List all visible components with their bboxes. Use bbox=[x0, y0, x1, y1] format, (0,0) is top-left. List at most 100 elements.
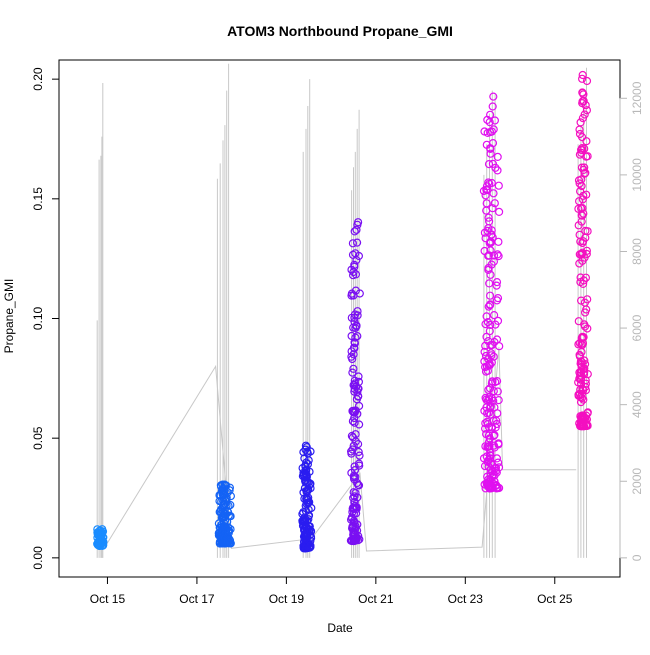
data-point bbox=[574, 204, 583, 213]
data-point bbox=[582, 249, 591, 259]
data-point bbox=[225, 486, 234, 495]
y-left-tick-label: 0.20 bbox=[31, 67, 45, 91]
data-point bbox=[579, 395, 588, 404]
data-point bbox=[352, 503, 361, 512]
data-point bbox=[583, 324, 592, 333]
axes-layer: Oct 15 Oct 17 Oct 19 Oct 21 Oct 23 Oct 25 0.00… bbox=[31, 67, 644, 606]
data-point bbox=[225, 538, 235, 547]
data-point bbox=[489, 352, 498, 361]
data-point bbox=[354, 251, 363, 261]
data-point bbox=[492, 278, 502, 287]
data-point bbox=[354, 218, 363, 227]
data-point bbox=[578, 248, 587, 257]
data-point bbox=[581, 379, 591, 388]
data-point bbox=[488, 102, 497, 111]
data-point bbox=[583, 152, 592, 161]
data-point bbox=[583, 409, 592, 418]
data-point bbox=[347, 331, 356, 341]
data-point bbox=[355, 289, 364, 298]
data-point bbox=[481, 320, 490, 329]
data-point bbox=[302, 458, 311, 467]
data-point bbox=[305, 467, 314, 476]
y-right-tick-label: 12000 bbox=[630, 81, 644, 115]
y-right-tick-label: 0 bbox=[630, 554, 644, 561]
data-point bbox=[583, 295, 592, 304]
data-point bbox=[353, 332, 362, 341]
data-point bbox=[484, 178, 493, 187]
data-point bbox=[492, 281, 501, 290]
connector-line bbox=[103, 347, 577, 552]
data-point bbox=[485, 279, 494, 288]
data-point bbox=[306, 479, 315, 488]
data-point bbox=[355, 420, 364, 429]
point-series-3 bbox=[298, 441, 316, 553]
y-left-tick-label: 0.05 bbox=[31, 426, 45, 450]
data-point bbox=[355, 401, 364, 411]
data-point bbox=[355, 451, 364, 460]
data-point bbox=[494, 252, 503, 261]
y-right-tick-label: 6000 bbox=[630, 314, 644, 341]
data-point bbox=[489, 125, 498, 134]
data-point bbox=[493, 166, 502, 175]
data-point bbox=[488, 233, 497, 242]
data-point bbox=[488, 139, 498, 148]
data-point bbox=[353, 311, 362, 320]
data-point bbox=[486, 300, 495, 309]
data-point bbox=[354, 481, 364, 490]
data-point bbox=[490, 116, 499, 125]
point-series-5 bbox=[479, 92, 504, 493]
data-point bbox=[582, 190, 591, 199]
data-point bbox=[348, 239, 357, 248]
data-point bbox=[304, 456, 313, 465]
data-point bbox=[347, 449, 356, 458]
data-point bbox=[494, 181, 503, 190]
data-point bbox=[481, 191, 490, 200]
data-point bbox=[495, 207, 504, 216]
data-point bbox=[490, 430, 499, 440]
data-point bbox=[574, 340, 583, 349]
data-point bbox=[581, 416, 590, 425]
y-right-tick-label: 10000 bbox=[630, 158, 644, 192]
x-tick-label: Oct 17 bbox=[179, 592, 215, 606]
data-point bbox=[576, 398, 586, 407]
data-point bbox=[306, 447, 315, 456]
data-point bbox=[482, 312, 491, 321]
data-point bbox=[580, 360, 590, 369]
data-point bbox=[99, 533, 108, 542]
data-point bbox=[578, 339, 588, 348]
data-point bbox=[486, 320, 495, 329]
data-point bbox=[484, 213, 493, 222]
data-point bbox=[495, 483, 504, 493]
data-point bbox=[491, 163, 500, 172]
y-right-tick-label: 4000 bbox=[630, 391, 644, 418]
data-point bbox=[494, 396, 503, 405]
x-tick-label: Oct 25 bbox=[537, 592, 573, 606]
data-point bbox=[306, 484, 315, 493]
x-tick-label: Oct 23 bbox=[448, 592, 484, 606]
data-point bbox=[301, 441, 310, 450]
data-point bbox=[577, 393, 587, 403]
data-point bbox=[354, 440, 363, 449]
data-point bbox=[348, 354, 357, 364]
data-point bbox=[488, 377, 497, 386]
plot-frame bbox=[58, 59, 621, 578]
data-point bbox=[486, 465, 495, 474]
point-series-2 bbox=[214, 480, 235, 548]
data-point bbox=[575, 179, 584, 188]
x-axis-label: Date bbox=[327, 621, 353, 635]
y-right-tick-label: 8000 bbox=[630, 238, 644, 265]
data-point bbox=[486, 270, 495, 279]
data-point bbox=[351, 333, 360, 342]
y-left-tick-label: 0.00 bbox=[31, 546, 45, 570]
data-point bbox=[493, 152, 502, 161]
y-right-tick-label: 2000 bbox=[630, 468, 644, 495]
data-point bbox=[98, 527, 108, 536]
data-point bbox=[222, 493, 231, 502]
y-left-tick-label: 0.15 bbox=[31, 187, 45, 211]
data-point bbox=[304, 511, 314, 520]
data-point bbox=[488, 204, 497, 213]
data-point bbox=[581, 101, 590, 110]
data-point bbox=[352, 382, 361, 391]
data-point bbox=[491, 463, 500, 472]
